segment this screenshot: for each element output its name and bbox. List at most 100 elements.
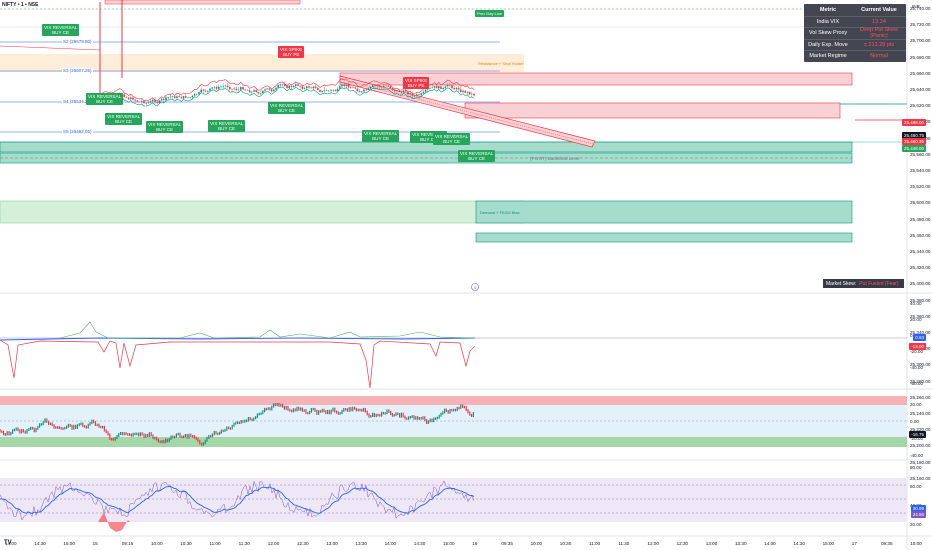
osc2-tick: -40.00 (910, 453, 924, 458)
time-tick: 15:00 (822, 541, 835, 546)
signal-buy-ce[interactable]: VIX REVERSAL BUY CE (362, 130, 400, 143)
candle-body (374, 85, 376, 86)
osc2-candle (136, 432, 138, 436)
osc2-candle (391, 413, 393, 417)
osc2-candle (417, 416, 419, 420)
candle-body (292, 85, 295, 87)
price-tag: 25,460.35 (901, 138, 926, 145)
osc2-candle (93, 419, 95, 424)
candle-body (180, 96, 183, 99)
osc2-candle (15, 427, 17, 431)
osc2-candle (453, 408, 455, 412)
osc2-tick: -20.00 (910, 436, 924, 441)
signal-buy-ce[interactable]: VIX REVERSAL BUY CE (433, 133, 471, 146)
osc2-candle (222, 429, 224, 433)
osc2-candle (469, 411, 471, 416)
osc2-candle (424, 416, 426, 422)
tradingview-logo[interactable]: TV (4, 540, 12, 546)
signal-buy-ce[interactable]: VIX REVERSAL BUY CE (42, 24, 80, 37)
price-candles (99, 81, 475, 106)
signal-buy-ce[interactable]: VIX REVERSAL BUY CE (458, 150, 496, 163)
s4-label: S4 (25534.25) (62, 99, 93, 104)
price-tick: 25,240.00 (910, 411, 931, 416)
osc2-candle (26, 429, 28, 434)
signal-buy-ce[interactable]: VIX REVERSAL BUY CE (86, 93, 124, 106)
osc2-candle (438, 414, 440, 419)
signal-buy-ce[interactable]: VIX REVERSAL BUY CE (268, 102, 306, 115)
candle-body (332, 89, 334, 91)
time-tick: 14:00 (5, 541, 17, 546)
candle-body (149, 101, 152, 103)
osc2-candle (67, 423, 69, 428)
osc2-candle (328, 409, 330, 415)
osc2-candle (382, 411, 384, 415)
osc2-candle (165, 438, 167, 444)
signal-buy-ce[interactable]: VIX REVERSAL BUY CE (208, 120, 246, 133)
osc2-candle (402, 412, 404, 418)
price-tag: 25,460.75 (901, 132, 926, 139)
osc2-candle (195, 436, 197, 440)
symbol-title[interactable]: NIFTY • 1 • NSE (2, 2, 39, 8)
osc2-candle (82, 422, 84, 428)
osc2-candle (298, 406, 300, 411)
signal-buy-ce[interactable]: VIX REVERSAL BUY CE (146, 121, 184, 134)
osc2-candle (363, 407, 365, 412)
osc2-candle (109, 433, 111, 440)
osc2-candle (399, 413, 401, 418)
candle-body (306, 86, 308, 89)
osc2-candle (24, 430, 26, 434)
candle-body (372, 85, 374, 87)
osc3-tick: 60.00 (910, 484, 922, 489)
osc2-candle (48, 420, 50, 426)
osc2-candle (307, 411, 309, 415)
osc2-candle (121, 432, 123, 436)
osc2-candle (217, 432, 219, 436)
osc2-candle (175, 433, 177, 438)
osc2-candle (46, 418, 48, 423)
osc2-candle (269, 407, 271, 411)
osc2-candle (409, 416, 411, 419)
candle-body (440, 86, 442, 90)
candle-body (473, 93, 475, 96)
osc2-candle (289, 408, 291, 412)
candle-body (299, 85, 301, 87)
candle-body (295, 84, 297, 86)
time-tick: 10:30 (180, 541, 192, 546)
osc2-candle (42, 420, 44, 426)
time-tick: 11:00 (209, 541, 221, 546)
osc2-candle (103, 425, 105, 432)
osc2-candle (127, 433, 129, 436)
osc2-candle (456, 406, 458, 412)
osc2-candle (219, 431, 221, 435)
osc2-candle (420, 416, 422, 420)
candle-body (244, 89, 246, 91)
candle-body (334, 90, 337, 92)
osc2-candle (170, 435, 172, 440)
candle-body (156, 102, 158, 104)
candle-body (136, 100, 139, 102)
signal-buy-ce[interactable]: VIX REVERSAL BUY CE (105, 113, 143, 126)
s3-label: S3 (25607.25) (62, 68, 93, 73)
osc2-candle (125, 432, 127, 436)
candle-body (178, 96, 180, 97)
osc2-candle (314, 407, 316, 412)
candle-body (222, 86, 224, 87)
osc2-candle (143, 433, 145, 439)
candle-body (125, 97, 128, 98)
candle-body (394, 89, 396, 92)
osc2-candle (55, 426, 57, 429)
candle-body (468, 91, 471, 95)
signal-buy-pe[interactable]: VIX SPIKE BUY PE (278, 46, 305, 59)
osc2-candle (98, 423, 100, 428)
price-tick: 25,740.00 (910, 6, 931, 11)
price-tick: 25,200.00 (910, 443, 931, 449)
candle-body (198, 92, 200, 95)
osc2-candle (147, 433, 149, 438)
candle-body (231, 88, 233, 90)
svg-text:s: s (474, 285, 476, 290)
candle-body (358, 91, 361, 93)
candle-body (264, 89, 266, 91)
signal-buy-pe[interactable]: VIX SPIKE BUY PE (403, 77, 430, 90)
